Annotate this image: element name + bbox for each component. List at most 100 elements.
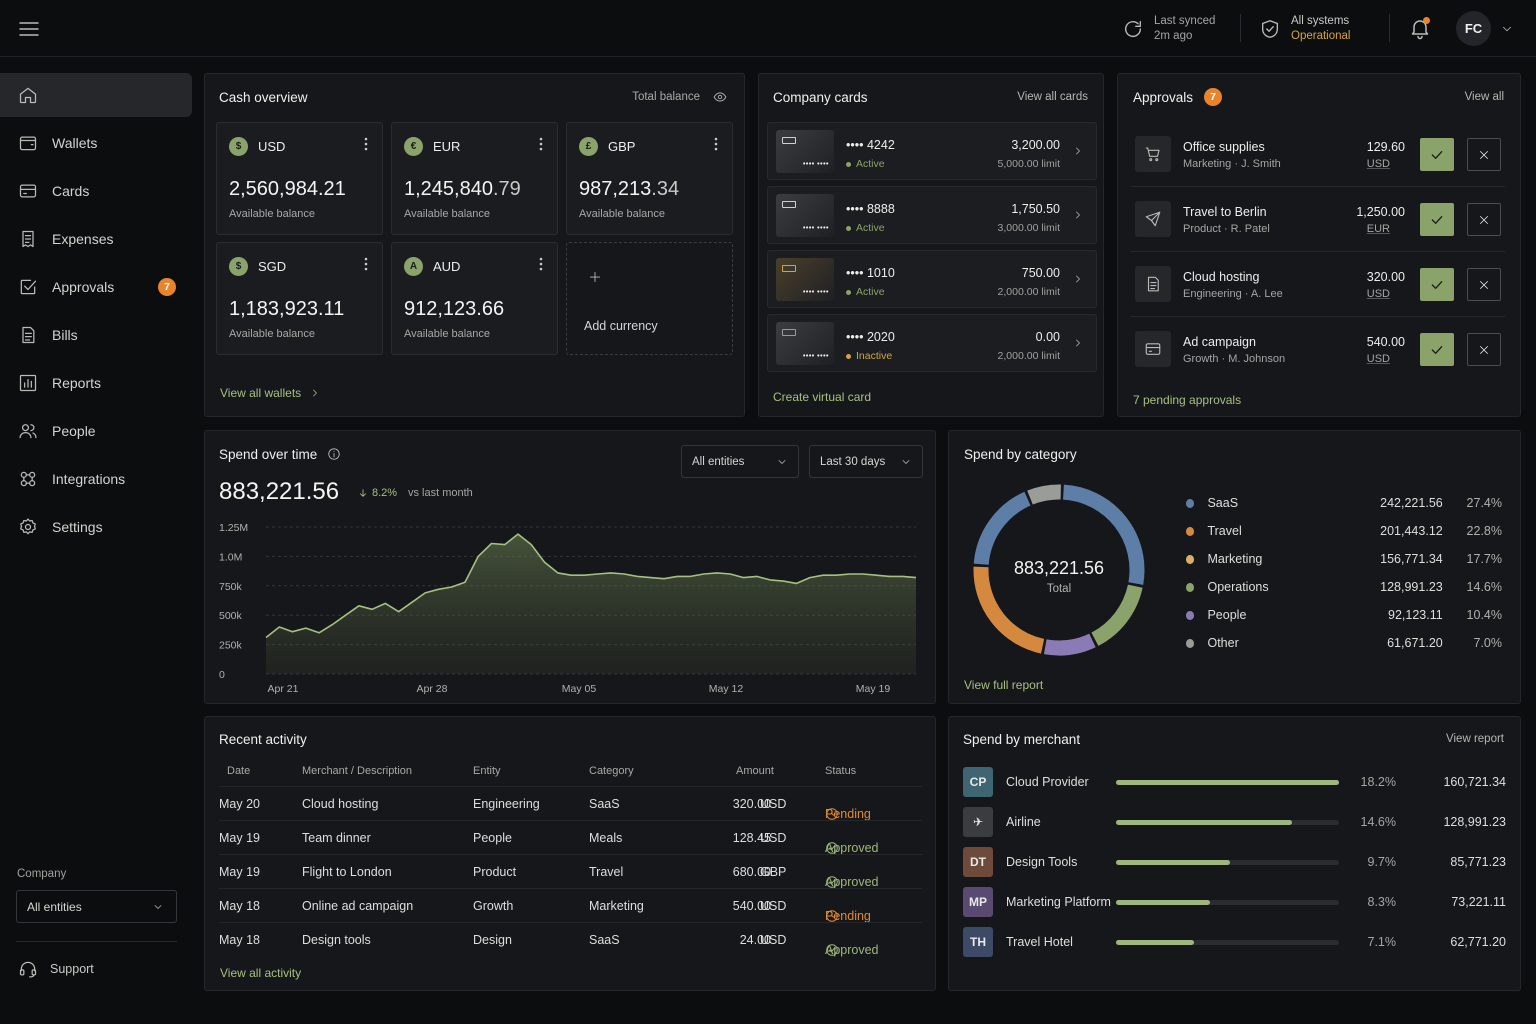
col-header-category[interactable]: Category — [589, 765, 634, 777]
company-card-row[interactable]: •••• •••• •••• 2020 Inactive 0.00 2,000.… — [767, 314, 1097, 372]
series-line — [265, 533, 917, 639]
sidebar-item-integrations[interactable]: Integrations — [0, 457, 192, 501]
currency-card-eur[interactable]: € EUR 1,245,840.79 Available balance — [391, 122, 558, 235]
notifications-button[interactable] — [1408, 16, 1432, 40]
balance-dec: .34 — [651, 178, 680, 200]
sidebar-item-expenses[interactable]: Expenses — [0, 217, 192, 261]
sidebar-item-label: Settings — [52, 519, 103, 535]
view-all-approvals-link[interactable]: View all — [1464, 91, 1504, 103]
currency-card-gbp[interactable]: £ GBP 987,213.34 Available balance — [566, 122, 733, 235]
col-header-entity[interactable]: Entity — [473, 765, 501, 777]
more-vertical-icon[interactable] — [364, 257, 368, 271]
status-dot — [846, 161, 851, 167]
currency-card-usd[interactable]: $ USD 2,560,984.21 Available balance — [216, 122, 383, 235]
approve-button[interactable] — [1420, 268, 1454, 301]
table-row[interactable]: May 18 Online ad campaign Growth Marketing 5… — [219, 888, 922, 923]
donut-segment-saas[interactable] — [1062, 484, 1145, 585]
reject-button[interactable] — [1467, 268, 1501, 301]
info-icon[interactable] — [327, 447, 341, 461]
approve-button[interactable] — [1420, 333, 1454, 366]
currency-balance: 2,560,984.21 — [229, 178, 346, 201]
support-link[interactable]: Support — [18, 959, 94, 979]
reject-button[interactable] — [1467, 203, 1501, 236]
sidebar-item-settings[interactable]: Settings — [0, 505, 192, 549]
sidebar-item-approvals[interactable]: Approvals 7 — [0, 265, 192, 309]
view-full-report-link[interactable]: View full report — [964, 678, 1044, 692]
view-all-wallets-link[interactable]: View all wallets — [220, 386, 321, 400]
legend-dot — [1186, 498, 1195, 508]
view-report-link[interactable]: View report — [1446, 733, 1504, 745]
donut-segment-operations[interactable] — [1091, 584, 1143, 646]
view-all-cards-link[interactable]: View all cards — [1017, 91, 1088, 103]
donut-segment-other[interactable] — [1027, 484, 1061, 505]
merchant-row[interactable]: MP Marketing Platform 8.3% 73,221.11 — [963, 887, 1506, 917]
activity-amount: 128.45 — [732, 831, 771, 845]
approve-button[interactable] — [1420, 138, 1454, 171]
legend-item[interactable]: People 92,123.11 10.4% — [1186, 605, 1502, 625]
add-currency-label: Add currency — [584, 319, 658, 333]
chevron-down-icon[interactable] — [1500, 22, 1514, 36]
donut-segment-marketing[interactable] — [973, 491, 1031, 566]
table-row[interactable]: May 19 Flight to London Product Travel 680.0… — [219, 854, 922, 889]
donut-segment-travel[interactable] — [973, 566, 1045, 654]
merchant-row[interactable]: TH Travel Hotel 7.1% 62,771.20 — [963, 927, 1506, 957]
system-status[interactable]: All systems Operational — [1259, 14, 1350, 44]
approve-button[interactable] — [1420, 203, 1454, 236]
legend-item[interactable]: Other 61,671.20 7.0% — [1186, 633, 1502, 653]
donut-segment-people[interactable] — [1043, 633, 1096, 656]
donut-center-value: 883,221.56 — [1013, 558, 1105, 578]
merchant-row[interactable]: DT Design Tools 9.7% 85,771.23 — [963, 847, 1506, 877]
sync-status[interactable]: Last synced 2m ago — [1122, 14, 1215, 44]
range-filter-select[interactable]: Last 30 days — [809, 445, 923, 478]
document-icon — [1135, 266, 1171, 302]
merchant-bar-track — [1116, 780, 1339, 785]
merchant-row[interactable]: CP Cloud Provider 18.2% 160,721.34 — [963, 767, 1506, 797]
approval-subtitle: Engineering · A. Lee — [1183, 288, 1283, 300]
card-balance: 0.00 — [1035, 330, 1060, 344]
create-virtual-card-link[interactable]: Create virtual card — [773, 390, 872, 404]
reject-button[interactable] — [1467, 333, 1501, 366]
headset-icon — [18, 959, 38, 979]
table-row[interactable]: May 19 Team dinner People Meals 128.45 USD App… — [219, 820, 922, 855]
sidebar-item-people[interactable]: People — [0, 409, 192, 453]
company-select[interactable]: All entities — [16, 890, 177, 923]
col-header-date[interactable]: Date — [227, 765, 251, 777]
col-header-amount[interactable]: Amount — [736, 765, 774, 777]
pending-approvals-link[interactable]: 7 pending approvals — [1133, 393, 1242, 407]
sidebar-item-home[interactable] — [0, 73, 192, 117]
sidebar-item-cards[interactable]: Cards — [0, 169, 192, 213]
sidebar-item-reports[interactable]: Reports — [0, 361, 192, 405]
sidebar-item-wallets[interactable]: Wallets — [0, 121, 192, 165]
menu-icon[interactable] — [17, 17, 41, 41]
avatar[interactable]: FC — [1456, 11, 1491, 46]
view-all-activity-link[interactable]: View all activity — [220, 966, 302, 980]
merchant-row[interactable]: ✈ Airline 14.6% 128,991.23 — [963, 807, 1506, 837]
company-card-row[interactable]: •••• •••• •••• 1010 Active 750.00 2,000.… — [767, 250, 1097, 308]
col-header-merchant[interactable]: Merchant / Description — [302, 765, 413, 777]
balance-label: Available balance — [229, 328, 316, 340]
approval-title: Travel to Berlin — [1183, 205, 1267, 219]
more-vertical-icon[interactable] — [539, 257, 543, 271]
table-row[interactable]: May 18 Design tools Design SaaS 24.00 USD Appr… — [219, 922, 922, 957]
legend-item[interactable]: Marketing 156,771.34 17.7% — [1186, 549, 1502, 569]
currency-card-sgd[interactable]: $ SGD 1,183,923.11 Available balance — [216, 242, 383, 355]
card-number: •••• 2020 — [846, 330, 895, 344]
reject-button[interactable] — [1467, 138, 1501, 171]
more-vertical-icon[interactable] — [364, 137, 368, 151]
company-card-row[interactable]: •••• •••• •••• 8888 Active 1,750.50 3,00… — [767, 186, 1097, 244]
company-card-row[interactable]: •••• •••• •••• 4242 Active 3,200.00 5,00… — [767, 122, 1097, 180]
currency-card-aud[interactable]: A AUD 912,123.66 Available balance — [391, 242, 558, 355]
legend-item[interactable]: SaaS 242,221.56 27.4% — [1186, 493, 1502, 513]
sidebar-item-bills[interactable]: Bills — [0, 313, 192, 357]
entity-filter-select[interactable]: All entities — [681, 445, 799, 478]
more-vertical-icon[interactable] — [714, 137, 718, 151]
col-header-status[interactable]: Status — [825, 765, 857, 777]
legend-item[interactable]: Travel 201,443.12 22.8% — [1186, 521, 1502, 541]
table-row[interactable]: May 20 Cloud hosting Engineering SaaS 320.00… — [219, 786, 922, 821]
add-currency-button[interactable]: Add currency — [566, 242, 733, 355]
more-vertical-icon[interactable] — [539, 137, 543, 151]
currency-symbol: £ — [579, 137, 598, 156]
activity-merchant: Online ad campaign — [302, 899, 414, 913]
legend-item[interactable]: Operations 128,991.23 14.6% — [1186, 577, 1502, 597]
eye-icon[interactable] — [713, 90, 727, 104]
